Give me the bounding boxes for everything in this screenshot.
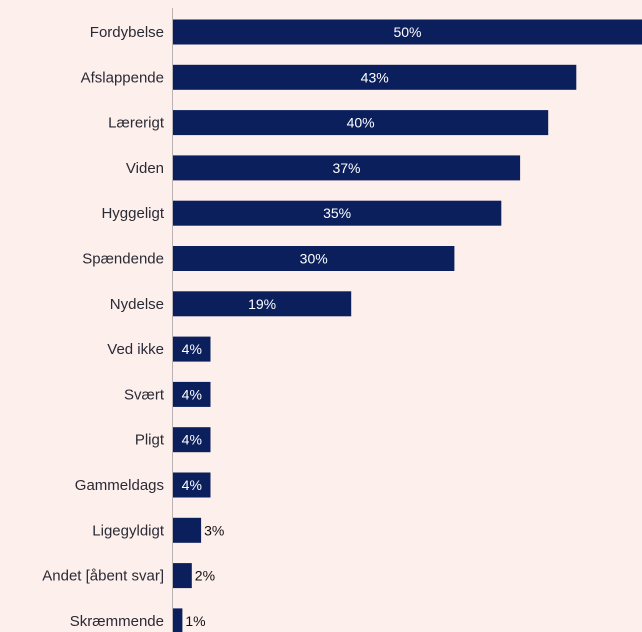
bar-1 <box>173 64 577 90</box>
bar-5 <box>173 246 455 271</box>
bar-11 <box>173 517 202 543</box>
bar-7 <box>173 336 211 362</box>
category-label-9: Pligt <box>135 432 165 449</box>
value-label-9: 4% <box>182 432 202 448</box>
value-label-0: 50% <box>393 24 421 40</box>
bar-0 <box>173 19 642 45</box>
value-label-3: 37% <box>332 160 360 176</box>
category-label-0: Fordybelse <box>90 24 164 41</box>
value-label-11: 3% <box>204 522 224 538</box>
bar-4 <box>173 200 502 226</box>
category-label-11: Ligegyldigt <box>92 522 165 539</box>
value-label-6: 19% <box>248 296 276 312</box>
category-label-7: Ved ikke <box>107 341 164 358</box>
labels-layer: Fordybelse 50% Afslappende 43% Lærerigt 40% Vi… <box>42 24 421 630</box>
value-label-1: 43% <box>361 69 389 85</box>
value-label-4: 35% <box>323 205 351 221</box>
category-label-8: Svært <box>124 386 165 403</box>
category-label-4: Hyggeligt <box>101 205 164 222</box>
bar-13 <box>173 608 183 632</box>
value-label-7: 4% <box>182 341 202 357</box>
category-label-6: Nydelse <box>110 296 164 313</box>
category-label-12: Andet [åbent svar] <box>42 568 164 585</box>
value-label-5: 30% <box>300 251 328 267</box>
value-label-8: 4% <box>182 386 202 402</box>
bars-layer <box>173 19 642 632</box>
category-label-10: Gammeldags <box>75 477 164 494</box>
category-label-3: Viden <box>126 160 164 177</box>
value-label-10: 4% <box>182 477 202 493</box>
bar-12 <box>173 563 192 589</box>
bar-3 <box>173 155 521 181</box>
value-label-12: 2% <box>195 568 215 584</box>
category-label-5: Spændende <box>82 251 164 268</box>
value-label-2: 40% <box>347 115 375 131</box>
bar-6 <box>173 291 352 317</box>
category-label-1: Afslappende <box>81 69 164 86</box>
value-label-13: 1% <box>185 613 205 629</box>
bar-9 <box>173 427 211 453</box>
bar-10 <box>173 472 211 498</box>
bar-2 <box>173 110 549 136</box>
category-label-2: Lærerigt <box>108 115 165 132</box>
bar-8 <box>173 381 211 407</box>
category-label-13: Skræmmende <box>70 613 164 630</box>
